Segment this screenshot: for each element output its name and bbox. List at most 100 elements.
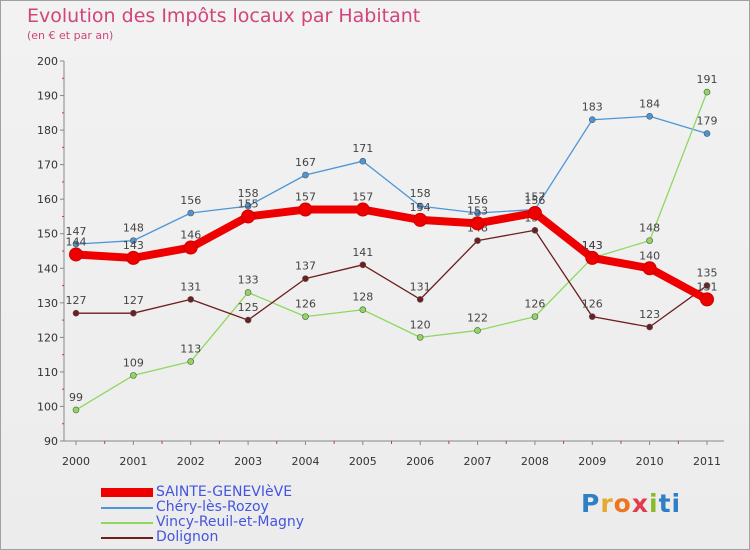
data-label-vincy-reuil-et-magny: 120 bbox=[410, 318, 431, 331]
data-point-chery-les-rozoy bbox=[646, 112, 653, 120]
series-line-dolignon bbox=[75, 229, 708, 328]
series-line-chery-les-rozoy bbox=[75, 115, 708, 245]
data-label-chery-les-rozoy: 158 bbox=[410, 187, 431, 200]
data-point-dolignon bbox=[646, 323, 653, 331]
data-label-chery-les-rozoy: 184 bbox=[639, 97, 660, 110]
data-label-chery-les-rozoy: 147 bbox=[66, 225, 87, 238]
y-tick-label: 170 bbox=[37, 159, 58, 172]
data-label-chery-les-rozoy: 157 bbox=[524, 191, 545, 204]
data-label-dolignon: 135 bbox=[697, 267, 718, 280]
data-point-sainte-genevieve bbox=[355, 202, 370, 217]
data-point-vincy-reuil-et-magny bbox=[130, 372, 137, 379]
data-label-sainte-genevieve: 143 bbox=[123, 239, 144, 252]
data-point-dolignon bbox=[130, 309, 137, 317]
data-point-chery-les-rozoy bbox=[72, 240, 80, 248]
legend-item-dolignon[interactable]: Dolignon bbox=[101, 530, 304, 545]
x-tick-label: 2010 bbox=[636, 455, 664, 468]
legend-label-sainte-genevieve: SAINTE-GENEVIèVE bbox=[156, 484, 293, 500]
legend-label-dolignon: Dolignon bbox=[156, 529, 219, 545]
data-point-dolignon bbox=[244, 316, 252, 324]
data-point-dolignon bbox=[588, 313, 596, 320]
data-point-sainte-genevieve bbox=[69, 247, 83, 262]
legend-swatch-chery-les-rozoy bbox=[101, 506, 153, 509]
series-line-sainte-genevieve bbox=[72, 205, 711, 304]
data-point-dolignon bbox=[703, 282, 711, 289]
chart-title: Evolution des Impôts locaux par Habitant bbox=[27, 5, 421, 27]
x-tick-label: 2011 bbox=[693, 455, 721, 468]
data-label-dolignon: 127 bbox=[123, 294, 144, 307]
legend-item-sainte-genevieve[interactable]: SAINTE-GENEVIèVE bbox=[101, 485, 304, 500]
data-label-vincy-reuil-et-magny: 109 bbox=[123, 356, 144, 369]
legend-item-vincy-reuil-et-magny[interactable]: Vincy-Reuil-et-Magny bbox=[101, 515, 304, 530]
data-point-sainte-genevieve bbox=[241, 209, 256, 224]
x-tick-label: 2006 bbox=[406, 455, 434, 468]
data-point-dolignon bbox=[474, 237, 481, 244]
data-label-chery-les-rozoy: 167 bbox=[295, 156, 316, 169]
data-label-vincy-reuil-et-magny: 126 bbox=[295, 298, 316, 311]
legend-swatch-sainte-genevieve bbox=[101, 488, 153, 497]
data-label-sainte-genevieve: 146 bbox=[180, 229, 201, 242]
data-point-sainte-genevieve bbox=[126, 250, 141, 265]
data-label-chery-les-rozoy: 158 bbox=[238, 187, 259, 200]
data-point-vincy-reuil-et-magny bbox=[474, 327, 481, 334]
y-tick-label: 160 bbox=[37, 193, 58, 206]
y-tick-label: 100 bbox=[37, 400, 58, 413]
data-point-dolignon bbox=[416, 296, 424, 303]
data-label-vincy-reuil-et-magny: 148 bbox=[639, 222, 660, 235]
y-tick-label: 150 bbox=[37, 228, 58, 241]
data-label-dolignon: 126 bbox=[582, 298, 603, 311]
data-point-chery-les-rozoy bbox=[416, 202, 424, 210]
data-label-sainte-genevieve: 157 bbox=[295, 191, 316, 204]
data-point-vincy-reuil-et-magny bbox=[703, 88, 711, 96]
data-point-vincy-reuil-et-magny bbox=[187, 358, 195, 365]
data-point-dolignon bbox=[302, 275, 309, 282]
data-label-dolignon: 131 bbox=[180, 280, 201, 293]
data-label-vincy-reuil-et-magny: 126 bbox=[524, 298, 545, 311]
data-label-dolignon: 125 bbox=[238, 301, 259, 314]
data-label-dolignon: 131 bbox=[410, 280, 431, 293]
data-point-chery-les-rozoy bbox=[187, 209, 195, 217]
y-tick-label: 110 bbox=[37, 366, 58, 379]
legend: SAINTE-GENEVIèVE Chéry-lès-Rozoy Vincy-R… bbox=[101, 485, 304, 545]
chart-subtitle: (en € et par an) bbox=[27, 29, 114, 42]
x-tick-label: 2007 bbox=[464, 455, 492, 468]
data-label-chery-les-rozoy: 156 bbox=[180, 194, 201, 207]
data-point-vincy-reuil-et-magny bbox=[359, 306, 367, 314]
data-point-vincy-reuil-et-magny bbox=[416, 334, 424, 341]
legend-label-chery-les-rozoy: Chéry-lès-Rozoy bbox=[156, 499, 269, 515]
data-point-vincy-reuil-et-magny bbox=[244, 289, 252, 296]
data-point-dolignon bbox=[359, 261, 367, 269]
data-label-chery-les-rozoy: 183 bbox=[582, 101, 603, 114]
proxiti-logo: Proxiti bbox=[581, 489, 682, 518]
data-point-chery-les-rozoy bbox=[130, 237, 137, 244]
x-tick-label: 2003 bbox=[234, 455, 262, 468]
data-label-sainte-genevieve: 157 bbox=[352, 191, 373, 204]
data-point-dolignon bbox=[187, 296, 195, 303]
data-point-chery-les-rozoy bbox=[302, 171, 309, 179]
data-point-chery-les-rozoy bbox=[359, 157, 367, 165]
data-label-vincy-reuil-et-magny: 113 bbox=[180, 343, 201, 356]
series-line-vincy-reuil-et-magny bbox=[75, 91, 708, 411]
x-tick-label: 2009 bbox=[578, 455, 606, 468]
y-tick-label: 130 bbox=[37, 297, 58, 310]
x-tick-label: 2001 bbox=[119, 455, 147, 468]
data-label-vincy-reuil-et-magny: 143 bbox=[582, 239, 603, 252]
data-label-vincy-reuil-et-magny: 122 bbox=[467, 311, 488, 324]
data-point-chery-les-rozoy bbox=[474, 209, 481, 217]
data-point-dolignon bbox=[72, 309, 80, 317]
data-label-sainte-genevieve: 156 bbox=[524, 194, 545, 207]
data-point-chery-les-rozoy bbox=[588, 116, 596, 124]
data-label-chery-les-rozoy: 148 bbox=[123, 222, 144, 235]
legend-item-chery-les-rozoy[interactable]: Chéry-lès-Rozoy bbox=[101, 500, 304, 515]
y-tick-label: 90 bbox=[44, 435, 58, 448]
legend-label-vincy-reuil-et-magny: Vincy-Reuil-et-Magny bbox=[156, 514, 305, 530]
x-tick-label: 2008 bbox=[521, 455, 549, 468]
data-point-sainte-genevieve bbox=[642, 261, 657, 276]
x-tick-label: 2005 bbox=[349, 455, 377, 468]
data-point-sainte-genevieve bbox=[183, 240, 198, 255]
data-point-vincy-reuil-et-magny bbox=[646, 237, 653, 244]
data-point-sainte-genevieve bbox=[700, 292, 714, 307]
data-point-sainte-genevieve bbox=[413, 212, 428, 227]
data-label-chery-les-rozoy: 171 bbox=[352, 142, 373, 155]
